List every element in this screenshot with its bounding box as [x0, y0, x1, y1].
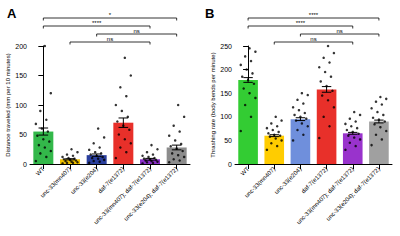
svg-text:daf-7(e1372): daf-7(e1372): [300, 166, 328, 194]
svg-text:ns: ns: [107, 36, 113, 42]
svg-text:****: ****: [309, 12, 319, 18]
svg-text:150: 150: [220, 90, 232, 97]
svg-text:unc-33(mn407): unc-33(mn407): [39, 166, 72, 199]
svg-text:A: A: [7, 6, 17, 21]
svg-text:unc-33(e204): unc-33(e204): [69, 166, 98, 195]
svg-text:200: 200: [15, 43, 27, 50]
svg-text:ns: ns: [310, 36, 316, 42]
svg-text:Thrashing rate (body bends per: Thrashing rate (body bends per minute): [210, 52, 216, 157]
svg-text:50: 50: [19, 131, 27, 138]
svg-text:daf-7(e1372): daf-7(e1372): [97, 166, 125, 194]
svg-text:150: 150: [15, 72, 27, 79]
svg-text:unc-33(e204); daf-7(e1372): unc-33(e204); daf-7(e1372): [123, 166, 179, 222]
svg-text:B: B: [205, 6, 214, 21]
svg-text:unc-33(e204); daf-7(e1372): unc-33(e204); daf-7(e1372): [325, 166, 381, 222]
svg-text:****: ****: [296, 20, 306, 26]
svg-text:Distance traveled (mm per 10 m: Distance traveled (mm per 10 minutes): [5, 53, 11, 156]
svg-text:unc-33(mn407); daf-7(e1372): unc-33(mn407); daf-7(e1372): [93, 166, 153, 226]
svg-text:WT: WT: [35, 166, 46, 177]
svg-text:WT: WT: [239, 166, 250, 177]
svg-text:100: 100: [220, 113, 232, 120]
svg-text:ns: ns: [133, 28, 139, 34]
svg-text:50: 50: [224, 137, 232, 144]
svg-text:*: *: [109, 12, 112, 18]
svg-text:unc-33(mn407): unc-33(mn407): [243, 166, 276, 199]
svg-text:0: 0: [23, 161, 27, 168]
svg-text:200: 200: [220, 66, 232, 73]
svg-text:unc-33(e204): unc-33(e204): [273, 166, 302, 195]
svg-text:unc-33(mn407); daf-7(e1372): unc-33(mn407); daf-7(e1372): [295, 165, 355, 226]
svg-text:250: 250: [220, 43, 232, 50]
svg-text:100: 100: [15, 102, 27, 109]
svg-text:ns: ns: [336, 28, 342, 34]
svg-text:0: 0: [228, 161, 232, 168]
svg-text:****: ****: [92, 20, 102, 26]
